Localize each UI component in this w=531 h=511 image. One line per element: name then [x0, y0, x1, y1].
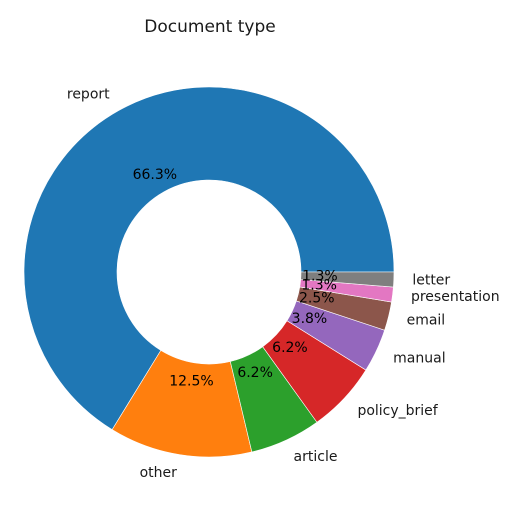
category-label-presentation: presentation: [411, 289, 500, 305]
percent-label-email: 2.5%: [299, 291, 335, 307]
category-label-article: article: [294, 449, 338, 465]
percent-label-other: 12.5%: [169, 374, 213, 390]
category-label-report: report: [67, 86, 110, 102]
percent-label-manual: 3.8%: [292, 311, 328, 327]
percent-label-letter: 1.3%: [302, 269, 338, 285]
percent-labels-group: 66.3%12.5%6.2%6.2%3.8%2.5%1.3%1.3%: [133, 167, 338, 389]
percent-label-article: 6.2%: [237, 365, 273, 381]
percent-label-policy-brief: 6.2%: [272, 340, 308, 356]
slice-report: [23, 86, 395, 431]
category-label-email: email: [407, 313, 446, 329]
category-label-other: other: [140, 465, 178, 481]
percent-label-report: 66.3%: [133, 167, 177, 183]
slices-group: [23, 86, 395, 458]
category-label-policy-brief: policy_brief: [357, 403, 438, 419]
category-label-manual: manual: [393, 351, 445, 367]
category-label-letter: letter: [412, 272, 450, 288]
slice-letter: [300, 271, 395, 288]
percent-label-presentation: 1.3%: [301, 278, 337, 294]
category-labels-group: report other article policy_brief manual emai…: [67, 86, 500, 481]
chart-title: Document type: [144, 17, 275, 37]
